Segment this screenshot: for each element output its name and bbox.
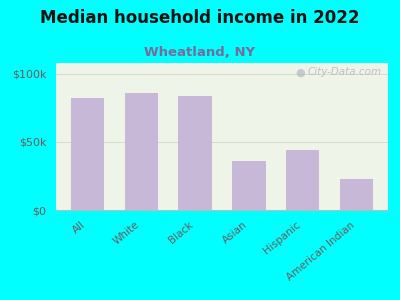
Bar (178, 96, 212, 210)
Text: Wheatland, NY: Wheatland, NY (144, 46, 256, 59)
Text: City-Data.com: City-Data.com (307, 68, 381, 77)
Text: Median household income in 2022: Median household income in 2022 (40, 9, 360, 27)
Bar (71, 98, 104, 210)
Bar (340, 179, 373, 210)
Bar (125, 93, 158, 210)
Text: ●: ● (295, 68, 305, 77)
Bar (286, 150, 319, 210)
Bar (232, 161, 266, 210)
